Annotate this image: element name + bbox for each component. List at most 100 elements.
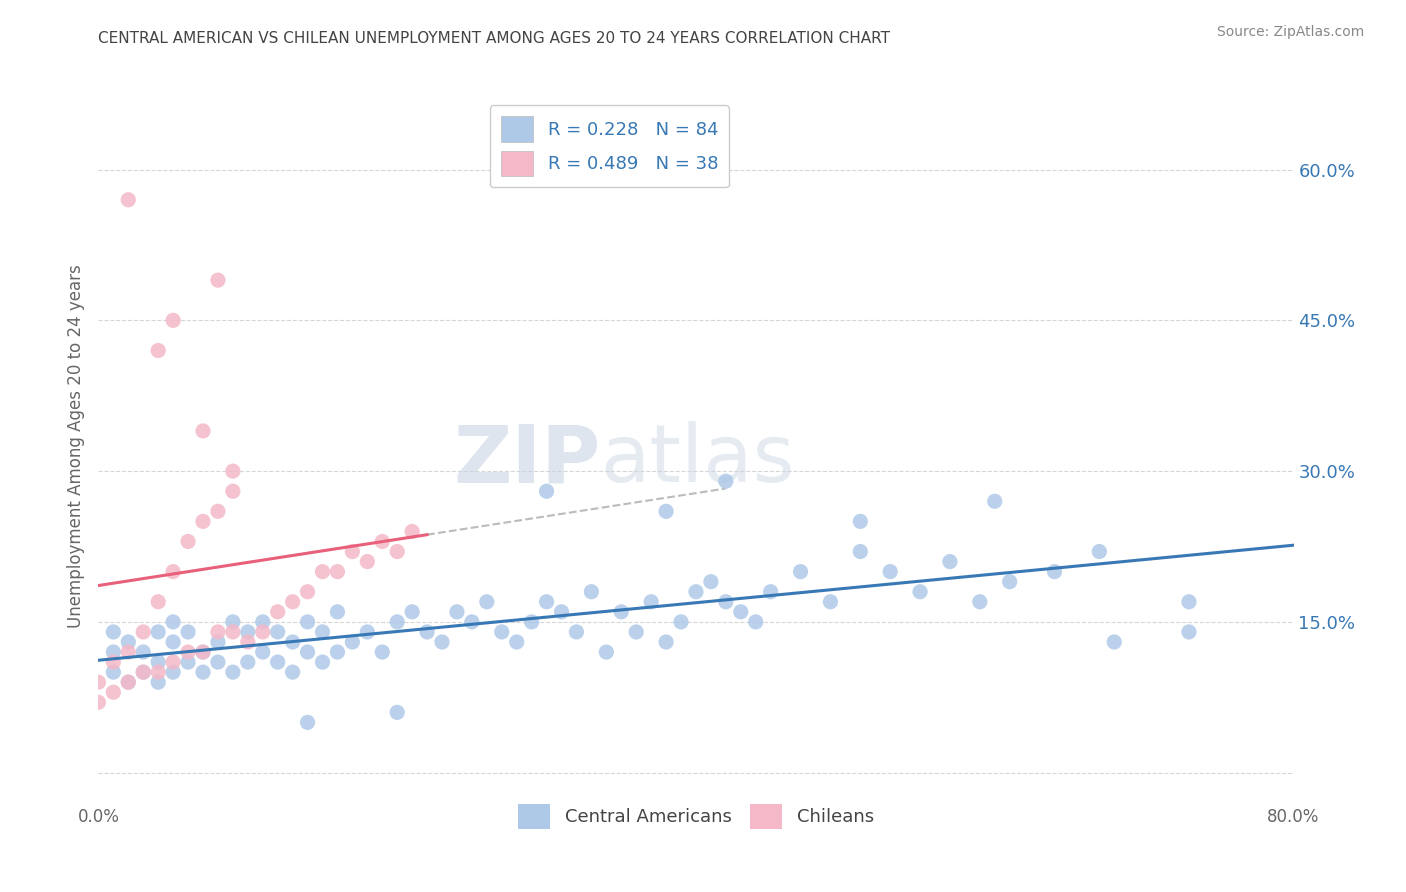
Point <box>998 574 1021 589</box>
Point <box>191 424 214 438</box>
Point <box>297 584 319 599</box>
Point <box>162 635 184 649</box>
Point <box>297 645 319 659</box>
Point <box>162 615 184 629</box>
Point <box>789 565 811 579</box>
Point <box>669 615 692 629</box>
Point <box>236 655 259 669</box>
Point <box>1178 595 1201 609</box>
Point <box>385 706 409 720</box>
Point <box>117 645 139 659</box>
Point <box>103 685 125 699</box>
Point <box>326 605 349 619</box>
Point <box>342 544 364 558</box>
Point <box>536 484 558 499</box>
Point <box>1088 544 1111 558</box>
Point <box>207 504 229 518</box>
Point <box>162 313 184 327</box>
Point <box>117 675 139 690</box>
Point <box>222 484 245 499</box>
Point <box>626 624 648 639</box>
Point <box>222 624 245 639</box>
Point <box>655 504 678 518</box>
Point <box>939 555 962 569</box>
Point <box>267 655 290 669</box>
Point <box>356 555 378 569</box>
Point <box>87 695 110 709</box>
Text: CENTRAL AMERICAN VS CHILEAN UNEMPLOYMENT AMONG AGES 20 TO 24 YEARS CORRELATION C: CENTRAL AMERICAN VS CHILEAN UNEMPLOYMENT… <box>98 31 890 46</box>
Point <box>177 624 200 639</box>
Point <box>281 595 304 609</box>
Point <box>207 273 229 287</box>
Point <box>714 595 737 609</box>
Point <box>162 665 184 680</box>
Point <box>879 565 901 579</box>
Point <box>385 544 409 558</box>
Point <box>132 665 155 680</box>
Point <box>461 615 484 629</box>
Point <box>148 595 170 609</box>
Point <box>371 534 394 549</box>
Point <box>1104 635 1126 649</box>
Point <box>191 645 214 659</box>
Point <box>491 624 513 639</box>
Point <box>162 565 184 579</box>
Point <box>267 605 290 619</box>
Text: atlas: atlas <box>600 421 794 500</box>
Point <box>191 645 214 659</box>
Point <box>222 665 245 680</box>
Point <box>103 665 125 680</box>
Point <box>103 645 125 659</box>
Point <box>416 624 439 639</box>
Point <box>430 635 453 649</box>
Point <box>148 665 170 680</box>
Point <box>595 645 617 659</box>
Point <box>714 474 737 488</box>
Point <box>655 635 678 649</box>
Point <box>191 515 214 529</box>
Point <box>475 595 498 609</box>
Point <box>297 715 319 730</box>
Point <box>820 595 842 609</box>
Point <box>236 635 259 649</box>
Point <box>326 645 349 659</box>
Point <box>207 635 229 649</box>
Point <box>685 584 707 599</box>
Point <box>759 584 782 599</box>
Point <box>610 605 633 619</box>
Point <box>356 624 378 639</box>
Point <box>252 624 274 639</box>
Point <box>281 635 304 649</box>
Point <box>297 615 319 629</box>
Point <box>117 635 139 649</box>
Point <box>700 574 723 589</box>
Point <box>281 665 304 680</box>
Point <box>132 624 155 639</box>
Point <box>148 675 170 690</box>
Point <box>222 615 245 629</box>
Point <box>311 565 333 579</box>
Point <box>536 595 558 609</box>
Point <box>311 624 333 639</box>
Point <box>162 655 184 669</box>
Point <box>132 645 155 659</box>
Point <box>1043 565 1066 579</box>
Point <box>371 645 394 659</box>
Point <box>87 675 110 690</box>
Point <box>849 544 872 558</box>
Point <box>326 565 349 579</box>
Point <box>207 624 229 639</box>
Point <box>103 624 125 639</box>
Point <box>236 624 259 639</box>
Point <box>520 615 543 629</box>
Legend: Central Americans, Chileans: Central Americans, Chileans <box>510 797 882 837</box>
Point <box>908 584 931 599</box>
Point <box>640 595 662 609</box>
Point <box>550 605 572 619</box>
Point <box>385 615 409 629</box>
Point <box>177 655 200 669</box>
Point <box>252 645 274 659</box>
Point <box>117 193 139 207</box>
Point <box>984 494 1007 508</box>
Point <box>177 645 200 659</box>
